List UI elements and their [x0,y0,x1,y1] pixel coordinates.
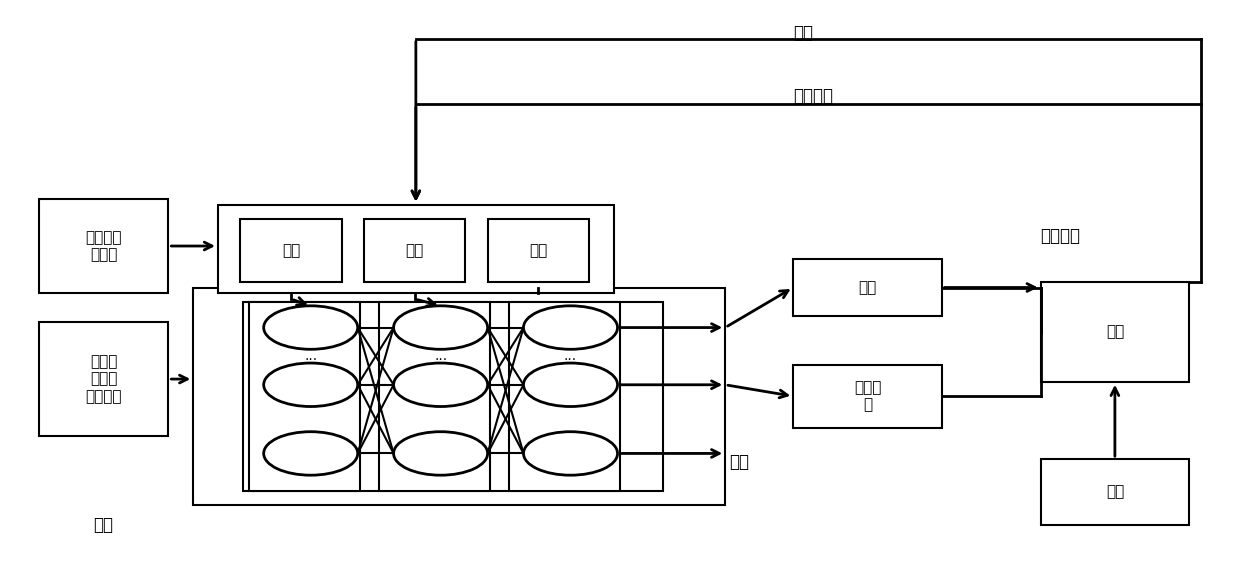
Text: 偏置: 偏置 [405,243,424,258]
Text: 改进的神经网络: 改进的神经网络 [428,389,491,404]
Text: 权重: 权重 [281,243,300,258]
Circle shape [264,306,357,349]
FancyBboxPatch shape [1040,282,1189,382]
FancyBboxPatch shape [794,365,941,428]
Text: ...: ... [304,349,317,363]
Text: 储能: 储能 [858,280,877,295]
FancyBboxPatch shape [193,288,725,505]
FancyBboxPatch shape [241,219,342,282]
Text: 初始化网
络参数: 初始化网 络参数 [86,230,122,262]
FancyBboxPatch shape [508,302,620,490]
Text: 目标函数: 目标函数 [1040,227,1080,245]
Text: 成本: 成本 [1106,324,1123,339]
FancyBboxPatch shape [243,302,663,490]
Circle shape [393,306,487,349]
Text: 储能: 储能 [529,243,548,258]
Circle shape [264,432,357,475]
Text: 预测负
荷: 预测负 荷 [854,380,882,412]
Text: 输出: 输出 [729,453,749,471]
FancyBboxPatch shape [487,219,589,282]
Text: 输入: 输入 [93,516,113,534]
Text: ...: ... [434,349,448,363]
FancyBboxPatch shape [249,302,360,490]
Circle shape [523,363,618,407]
Circle shape [523,306,618,349]
FancyBboxPatch shape [38,322,169,436]
FancyBboxPatch shape [218,205,614,293]
FancyBboxPatch shape [38,199,169,293]
FancyBboxPatch shape [378,302,490,490]
Text: 反向传播: 反向传播 [794,87,833,105]
Circle shape [393,363,487,407]
Text: 历史负
荷、天
气、电价: 历史负 荷、天 气、电价 [86,354,122,404]
Circle shape [264,363,357,407]
FancyBboxPatch shape [363,219,465,282]
Circle shape [523,432,618,475]
Circle shape [393,432,487,475]
FancyBboxPatch shape [1040,459,1189,525]
FancyBboxPatch shape [794,259,941,316]
Text: 修正: 修正 [794,24,813,42]
Text: ...: ... [564,349,577,363]
Text: 约束: 约束 [1106,485,1123,500]
